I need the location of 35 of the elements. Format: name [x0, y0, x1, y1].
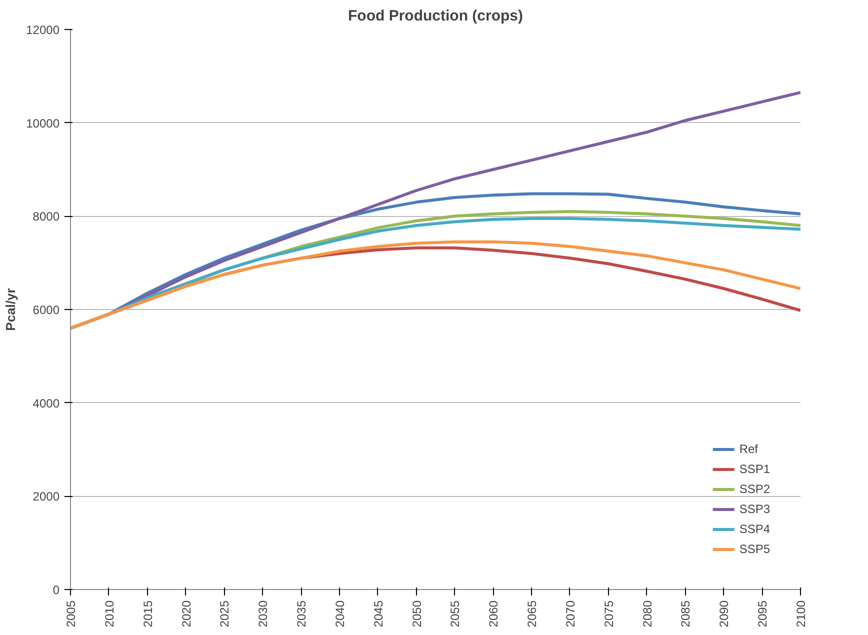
y-tick-label: 10000 [26, 116, 60, 130]
legend-label: Ref [739, 442, 759, 456]
x-tick-label: 2045 [371, 600, 386, 628]
x-tick-label: 2055 [448, 600, 462, 628]
x-tick-label: 2050 [410, 600, 424, 628]
x-tick-label: 2025 [218, 600, 232, 628]
legend-label: SSP5 [739, 542, 770, 556]
legend-label: SSP3 [739, 502, 770, 516]
x-tick-label: 2095 [756, 600, 770, 628]
legend-label: SSP1 [739, 462, 770, 476]
x-tick-label: 2100 [794, 600, 808, 628]
x-tick-label: 2015 [140, 600, 155, 628]
x-tick-label: 2070 [563, 600, 578, 628]
legend-label: SSP2 [739, 482, 770, 496]
y-tick-label: 2000 [32, 490, 60, 504]
legend-label: SSP4 [739, 522, 770, 536]
x-tick-label: 2020 [179, 600, 194, 628]
x-tick-label: 2005 [64, 600, 78, 628]
chart-title: Food Production (crops) [348, 8, 523, 24]
x-tick-label: 2065 [525, 600, 540, 628]
x-tick-label: 2030 [256, 600, 270, 628]
x-tick-label: 2090 [717, 600, 732, 628]
x-tick-label: 2040 [332, 600, 347, 628]
y-tick-label: 4000 [32, 396, 60, 410]
y-axis-title: Pcal/yr [3, 288, 18, 331]
x-tick-label: 2010 [102, 600, 116, 628]
x-tick-label: 2085 [678, 600, 693, 628]
y-tick-label: 12000 [26, 23, 60, 37]
y-tick-label: 8000 [32, 210, 60, 224]
y-tick-label: 6000 [32, 303, 60, 317]
x-tick-label: 2075 [602, 600, 616, 628]
x-tick-label: 2035 [294, 600, 309, 628]
x-tick-label: 2080 [640, 600, 654, 628]
x-tick-label: 2060 [486, 600, 501, 628]
y-tick-label: 0 [52, 583, 60, 597]
